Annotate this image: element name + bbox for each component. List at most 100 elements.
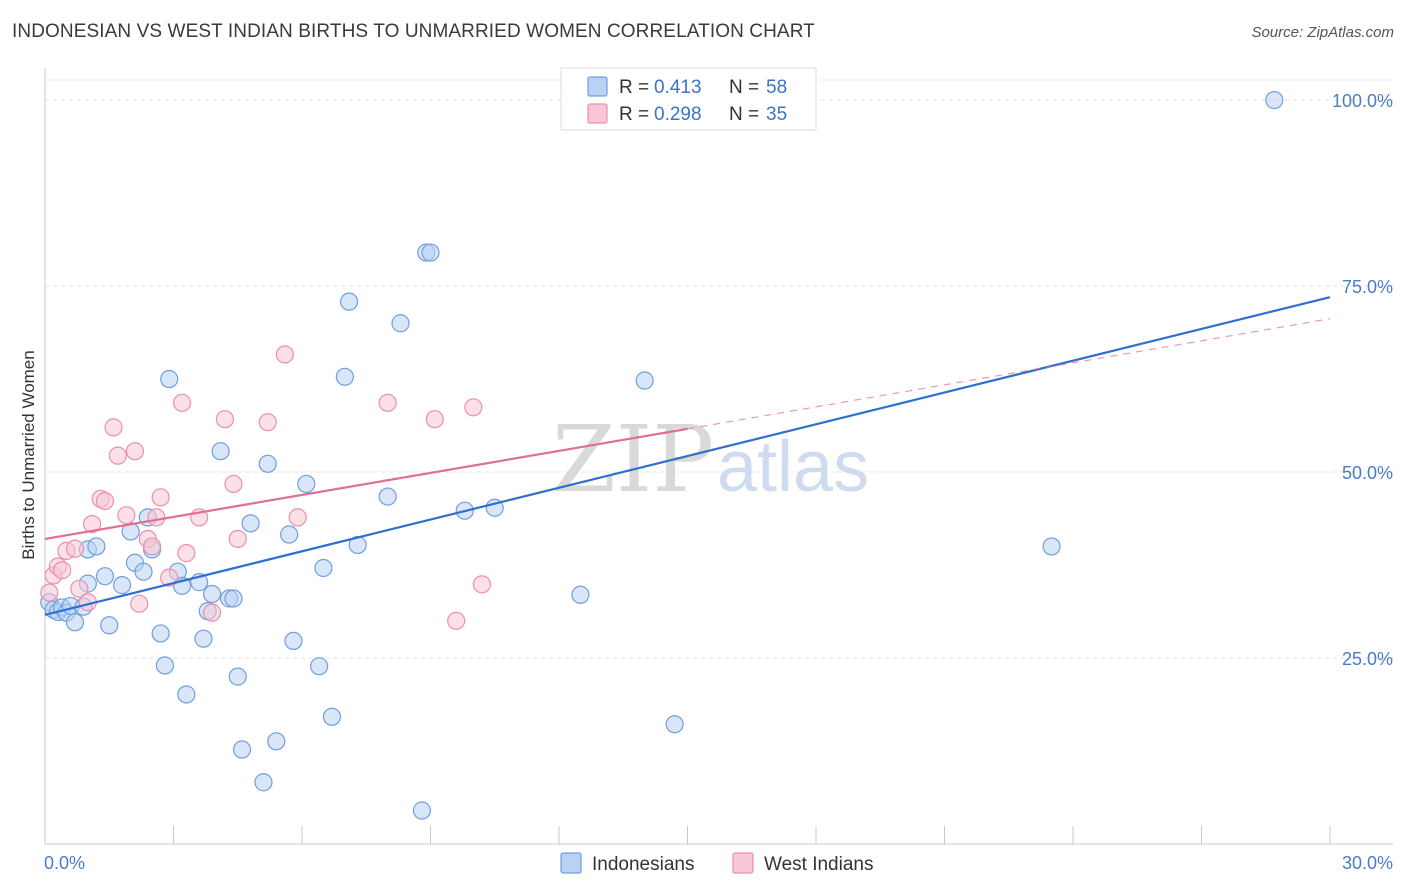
indonesians-point-10: [87, 537, 106, 556]
watermark-zip: ZIP: [552, 406, 714, 513]
y-axis-label: Births to Unmarried Women: [19, 350, 38, 559]
west-indians-point-8: [83, 514, 102, 534]
west-indians-point-3: [53, 561, 72, 580]
indonesians-point-16: [134, 562, 153, 581]
indonesians-point-48: [391, 314, 410, 333]
chart-title: INDONESIAN VS WEST INDIAN BIRTHS TO UNMA…: [12, 21, 815, 42]
west-indians-point-18: [147, 508, 166, 527]
y-tick-label-2: 75.0%: [1342, 277, 1393, 297]
legend-r-value-2: 0.298: [654, 104, 702, 125]
indonesians-point-44: [335, 367, 354, 386]
west-indians-point-19: [151, 488, 170, 507]
indonesians-point-38: [280, 525, 299, 544]
indonesians-point-41: [310, 657, 329, 676]
legend-r-label-1: R =: [619, 77, 649, 98]
indonesians-point-51: [421, 243, 440, 262]
y-tick-labels: 25.0% 50.0% 75.0% 100.0%: [1332, 91, 1393, 669]
west-indians-point-11: [104, 418, 123, 437]
west-indians-point-24: [202, 603, 222, 622]
indonesians-point-57: [1042, 537, 1061, 556]
bottom-legend-swatch-indonesians: [560, 852, 582, 874]
legend-r-label-2: R =: [619, 104, 649, 125]
west-indians-point-10: [95, 491, 115, 511]
west-indians-point-6: [70, 579, 89, 598]
y-tick-label-1: 50.0%: [1342, 463, 1393, 483]
west-indians-point-33: [447, 611, 466, 630]
chart-source: Source: ZipAtlas.com: [1251, 24, 1394, 41]
indonesians-point-35: [254, 773, 273, 792]
west-indians-point-17: [142, 537, 162, 556]
axes: [44, 68, 1393, 845]
west-indians-trend-line: [44, 427, 688, 541]
indonesians-point-33: [232, 740, 252, 759]
west-indians-point-35: [472, 575, 491, 594]
west-indians-point-28: [258, 413, 277, 432]
indonesians-point-12: [100, 616, 119, 635]
bottom-legend-swatch-west-indians: [732, 852, 754, 874]
legend-r-value-1: 0.413: [654, 77, 702, 98]
indonesians-point-36: [258, 454, 277, 473]
y-tick-label-0: 25.0%: [1342, 649, 1393, 669]
indonesians-point-39: [284, 631, 303, 650]
legend-n-value-2: 35: [766, 104, 787, 125]
west-indians-point-13: [117, 506, 136, 525]
y-tick-label-3: 100.0%: [1332, 91, 1393, 111]
west-indians-point-31: [378, 393, 397, 412]
gridlines: [45, 79, 1393, 659]
west-indians-point-32: [425, 410, 444, 429]
indonesians-point-43: [322, 707, 342, 726]
top-legend: R = 0.413 N = 58 R = 0.298 N = 35: [560, 67, 817, 131]
west-indians-point-22: [177, 544, 196, 563]
indonesians-point-58: [1265, 90, 1284, 110]
west-indians-point-25: [215, 410, 234, 429]
west-indians-point-5: [65, 539, 85, 558]
legend-n-value-1: 58: [766, 77, 787, 98]
west-indians-point-21: [172, 393, 192, 412]
indonesians-point-29: [211, 442, 230, 461]
x-tick-label-min: 0.0%: [44, 853, 85, 873]
bottom-legend-west-indians: West Indians: [764, 854, 873, 875]
indonesians-point-13: [112, 576, 132, 595]
west-indians-point-29: [275, 345, 294, 364]
west-indians-point-12: [108, 446, 127, 465]
trend-lines: [44, 296, 1331, 616]
indonesians-point-24: [177, 685, 196, 704]
legend-n-label-2: N =: [729, 104, 759, 125]
west-indians-point-27: [228, 529, 247, 549]
west-indians-point-0: [40, 583, 59, 602]
indonesians-point-20: [155, 656, 175, 675]
indonesians-point-31: [224, 589, 243, 608]
legend-swatch-west-indians: [587, 103, 608, 124]
indonesians-point-34: [241, 514, 260, 533]
west-indians-point-26: [224, 474, 243, 494]
indonesians-point-49: [412, 801, 432, 820]
indonesians-point-19: [151, 624, 170, 643]
indonesians-point-42: [314, 558, 333, 578]
indonesians-point-26: [194, 629, 213, 648]
bottom-legend-indonesians: Indonesians: [592, 854, 694, 875]
west-indians-points: [40, 345, 491, 630]
indonesians-point-28: [202, 584, 222, 604]
west-indians-point-15: [130, 594, 149, 613]
indonesians-point-54: [571, 585, 590, 604]
west-indians-point-30: [288, 508, 307, 527]
bottom-legend: Indonesians West Indians: [560, 852, 873, 875]
indonesians-point-45: [340, 292, 359, 311]
west-indians-point-14: [125, 442, 145, 461]
indonesians-point-21: [160, 369, 179, 389]
west-indians-point-20: [160, 568, 179, 587]
indonesians-point-40: [297, 474, 316, 494]
indonesians-point-55: [635, 371, 654, 390]
x-tick-label-max: 30.0%: [1342, 853, 1393, 873]
indonesians-point-47: [378, 487, 397, 506]
watermark-atlas: atlas: [717, 427, 869, 507]
indonesians-point-6: [65, 613, 85, 632]
legend-n-label-1: N =: [729, 77, 759, 98]
legend-swatch-indonesians: [587, 76, 608, 97]
west-indians-trend-extension: [687, 318, 1331, 430]
indonesians-point-37: [267, 732, 286, 751]
indonesians-point-11: [95, 567, 115, 586]
indonesians-trend-line: [44, 296, 1331, 616]
west-indians-point-34: [464, 398, 483, 417]
